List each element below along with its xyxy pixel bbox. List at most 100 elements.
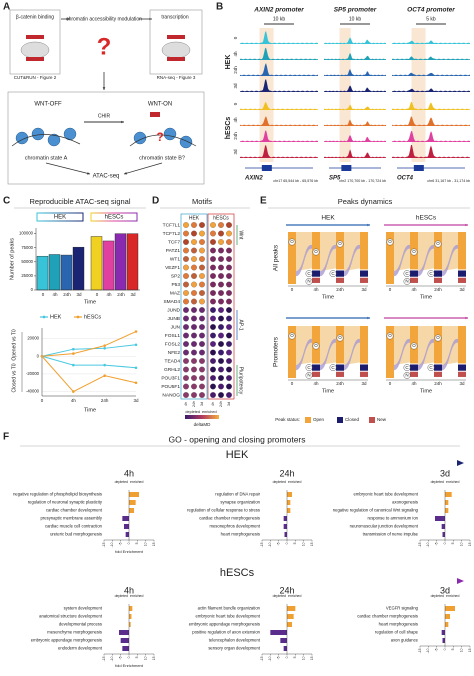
label: C [307, 271, 311, 276]
coverage-track [324, 52, 386, 60]
node-closed [458, 270, 466, 277]
flow [442, 338, 458, 371]
coverage-track [392, 130, 470, 142]
term-label: response to ammonium ion [367, 516, 418, 521]
x-tick-label: 0 [389, 381, 392, 386]
bar [287, 606, 296, 611]
label: Peaks dynamics [338, 197, 393, 206]
term-label: embryonic heart tube development [196, 614, 261, 619]
coverage-track [240, 102, 318, 110]
flow [394, 232, 410, 271]
node-open [336, 232, 344, 270]
bar [129, 500, 136, 505]
node-marker [410, 248, 418, 256]
label: HEK [54, 215, 66, 221]
legend-marker [76, 315, 80, 319]
legend-label: HEK [50, 314, 62, 320]
motif-dot [191, 239, 197, 245]
motif-dot [191, 341, 197, 347]
motif-label: JUNB [167, 316, 180, 322]
coverage-track [324, 119, 386, 126]
coverage-track [324, 134, 386, 142]
label: C [307, 365, 311, 370]
label: Time [420, 294, 432, 300]
label: 10 kb [349, 16, 361, 22]
group-box [36, 212, 84, 222]
bar [445, 614, 450, 619]
x-tick-label: 15 [468, 542, 472, 546]
motif-dot [191, 307, 197, 313]
motif-dot [199, 264, 205, 271]
motif-dot [226, 341, 232, 347]
motif-dot [199, 239, 205, 245]
arrow-head [87, 172, 90, 175]
arrow-head [457, 578, 464, 584]
colorbar [185, 415, 219, 419]
flow [394, 338, 410, 371]
node-new [458, 371, 466, 377]
line-series [41, 355, 137, 393]
label: O [290, 239, 294, 244]
motif-dot [218, 366, 224, 373]
label: N [405, 373, 408, 378]
bar [126, 233, 139, 291]
term-label: mesenchyme morphogenesis [47, 630, 102, 635]
term-label: embryonic appendage morphogenesis [31, 638, 102, 643]
label: GO - opening and closing promoters [168, 434, 305, 444]
label: transcription [161, 14, 188, 20]
node-marker [403, 364, 411, 371]
label: ATAC-seq [93, 174, 120, 180]
label: 0 [233, 36, 238, 39]
x-tick-label: 5 [293, 542, 297, 544]
motif-dot [199, 256, 205, 262]
point [72, 390, 75, 393]
motif-dot [218, 264, 224, 271]
legend-label: Closed [345, 417, 360, 422]
arrow-head [367, 223, 370, 227]
motif-dot [226, 349, 232, 356]
coverage-track [392, 145, 470, 158]
point [72, 352, 75, 355]
node-open [458, 326, 466, 364]
bar [287, 500, 291, 505]
motif-dot [210, 247, 216, 254]
motif-dot [183, 298, 189, 305]
legend-marker [42, 315, 46, 319]
motif-dot [218, 222, 224, 228]
node-marker [288, 238, 296, 246]
x-tick-label: 4h [52, 292, 58, 297]
label: 4h [124, 468, 134, 478]
bar [129, 492, 139, 497]
label: depleted [273, 594, 286, 598]
bar [283, 524, 287, 529]
motif-dot [218, 290, 224, 296]
bar [283, 516, 287, 521]
motif-dot [191, 281, 197, 288]
nucleosome [47, 133, 61, 147]
motif-dot [191, 366, 197, 373]
bar [119, 630, 129, 635]
node-marker [386, 332, 394, 340]
point [103, 374, 106, 377]
coverage-track [240, 79, 318, 92]
protein [26, 57, 44, 61]
motif-label: VEZF1 [165, 265, 180, 271]
label: O [314, 249, 318, 254]
motif-dot [218, 281, 224, 288]
x-tick-label: -5 [277, 656, 281, 659]
motif-dot [226, 383, 232, 390]
bar [122, 516, 129, 521]
motif-dot [218, 324, 224, 330]
bar [445, 500, 449, 505]
step-box [9, 9, 61, 75]
flow [320, 326, 336, 365]
term-label: ureteric bud morphogenesis [50, 532, 102, 537]
group-frame [207, 213, 235, 400]
point [134, 366, 138, 370]
term-label: cardiac chamber development [46, 508, 103, 513]
label: enriched [130, 594, 143, 598]
label: hESCs [105, 215, 124, 221]
flow [442, 244, 458, 277]
flow [344, 244, 360, 277]
motif-dot [226, 264, 232, 271]
